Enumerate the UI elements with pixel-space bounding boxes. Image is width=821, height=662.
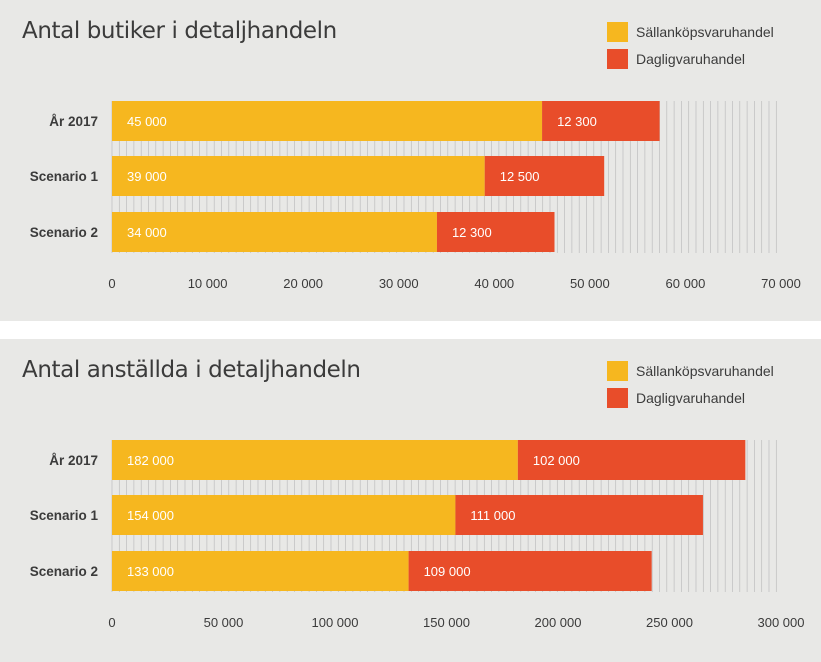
legend-item-daglig: Dagligvaruhandel [607, 388, 774, 408]
x-tick-label: 50 000 [204, 615, 244, 630]
x-tick-label: 100 000 [312, 615, 359, 630]
category-label: Scenario 2 [30, 564, 98, 579]
data-label: 12 300 [452, 225, 492, 240]
category-label: År 2017 [49, 114, 98, 129]
legend-label: Sällanköpsvaruhandel [636, 363, 774, 379]
bar-chart-stores: 45 000 12 300 År 2017 39 000 12 500 Scenario … [30, 101, 801, 291]
x-tick-label: 0 [108, 615, 115, 630]
bar-chart-employees: 182 000 102 000 År 2017 154 000 111 000 Scena… [30, 440, 805, 630]
x-tick-label: 0 [108, 276, 115, 291]
bar-sallan [112, 440, 518, 480]
x-tick-label: 50 000 [570, 276, 610, 291]
bar-sallan [112, 212, 437, 252]
data-label: 102 000 [533, 453, 580, 468]
legend-label: Dagligvaruhandel [636, 51, 745, 67]
bar-daglig [455, 495, 703, 535]
bar-sallan [112, 495, 456, 535]
data-label: 109 000 [424, 564, 471, 579]
category-label: Scenario 1 [30, 508, 99, 523]
legend-item-daglig: Dagligvaruhandel [607, 49, 774, 69]
chart-panel-employees: Antal anställda i detaljhandeln Sällankö… [0, 339, 821, 662]
category-label: År 2017 [49, 453, 98, 468]
data-label: 39 000 [127, 169, 167, 184]
legend-label: Sällanköpsvaruhandel [636, 24, 774, 40]
chart-legend: Sällanköpsvaruhandel Dagligvaruhandel [607, 22, 774, 76]
legend-swatch-daglig [607, 49, 628, 69]
legend-item-sallan: Sällanköpsvaruhandel [607, 361, 774, 381]
data-label: 12 300 [557, 114, 597, 129]
data-label: 12 500 [500, 169, 540, 184]
bar-daglig [484, 156, 605, 196]
bar-daglig [436, 212, 555, 252]
data-label: 111 000 [470, 508, 515, 523]
data-label: 34 000 [127, 225, 167, 240]
x-tick-label: 200 000 [535, 615, 582, 630]
bar-sallan [112, 551, 409, 591]
x-tick-label: 70 000 [761, 276, 801, 291]
x-tick-label: 250 000 [646, 615, 693, 630]
bar-daglig [517, 440, 746, 480]
x-tick-label: 30 000 [379, 276, 419, 291]
x-tick-label: 300 000 [758, 615, 805, 630]
category-label: Scenario 2 [30, 225, 98, 240]
legend-swatch-sallan [607, 361, 628, 381]
chart-panel-stores: Antal butiker i detaljhandeln Sällanköps… [0, 0, 821, 321]
bar-daglig [408, 551, 652, 591]
legend-item-sallan: Sällanköpsvaruhandel [607, 22, 774, 42]
x-tick-label: 20 000 [283, 276, 323, 291]
chart-title: Antal butiker i detaljhandeln [22, 18, 337, 44]
bar-sallan [112, 156, 485, 196]
chart-legend: Sällanköpsvaruhandel Dagligvaruhandel [607, 361, 774, 415]
x-tick-label: 60 000 [666, 276, 706, 291]
bar-sallan [112, 101, 543, 141]
legend-label: Dagligvaruhandel [636, 390, 745, 406]
data-label: 154 000 [127, 508, 174, 523]
legend-swatch-daglig [607, 388, 628, 408]
data-label: 133 000 [127, 564, 174, 579]
category-label: Scenario 1 [30, 169, 99, 184]
x-tick-label: 40 000 [474, 276, 514, 291]
chart-title: Antal anställda i detaljhandeln [22, 357, 361, 383]
x-tick-label: 150 000 [423, 615, 470, 630]
data-label: 182 000 [127, 453, 174, 468]
data-label: 45 000 [127, 114, 167, 129]
bar-daglig [542, 101, 660, 141]
x-tick-label: 10 000 [188, 276, 228, 291]
legend-swatch-sallan [607, 22, 628, 42]
